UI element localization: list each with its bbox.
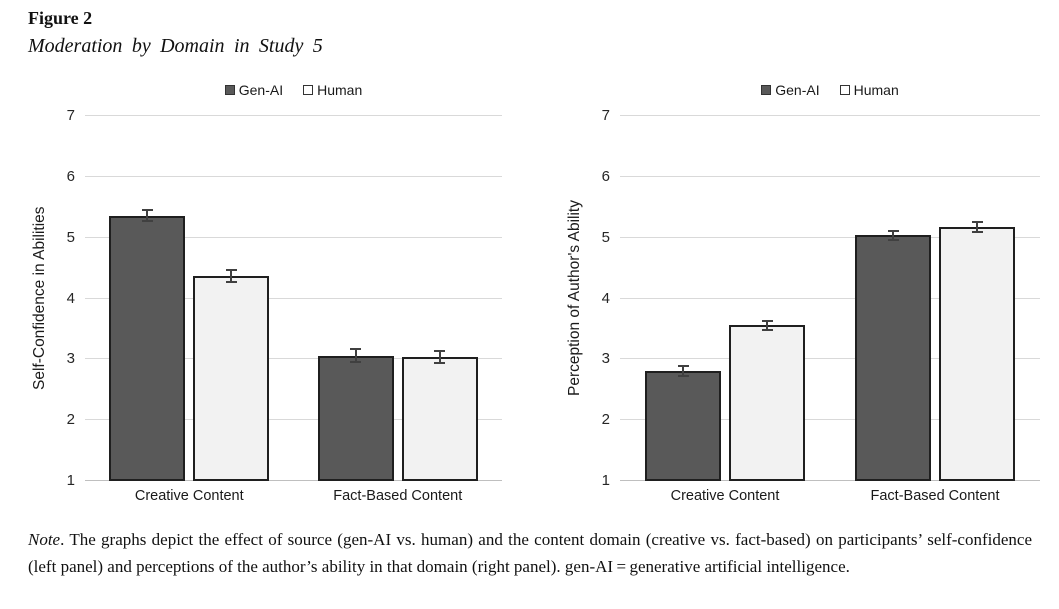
- plot-area: [85, 115, 502, 481]
- error-bar-line: [438, 349, 441, 365]
- error-bar: [225, 269, 237, 283]
- y-tick-label: 6: [66, 167, 75, 185]
- legend-marker-icon: [224, 85, 235, 95]
- error-bar: [971, 220, 983, 233]
- legend-label: Human: [853, 82, 899, 98]
- gridline: [85, 297, 502, 299]
- error-bar: [350, 348, 362, 363]
- y-tick-label: 2: [66, 411, 75, 429]
- x-axis-line: [620, 480, 1040, 481]
- legend-marker-icon: [839, 85, 850, 95]
- gridline: [620, 175, 1040, 177]
- y-tick-label: 4: [66, 289, 75, 307]
- y-tick-label: 3: [66, 350, 75, 368]
- y-axis-ticks: 1 2 3 4 5 6 7: [28, 108, 85, 488]
- note-label: Note: [28, 530, 61, 549]
- y-tick-label: 3: [601, 350, 610, 368]
- chart-author-ability: Gen-AI Human Perception of Author's Abilit…: [565, 78, 1050, 518]
- gridline: [85, 419, 502, 421]
- plot-area: [620, 115, 1040, 481]
- y-tick-label: 1: [66, 472, 75, 489]
- chart-self-confidence: Gen-AI Human Self-Confidence in Abilities 1…: [28, 78, 508, 518]
- x-category-label: Fact-Based Content: [870, 488, 1000, 504]
- y-tick-label: 5: [601, 228, 610, 246]
- y-tick-label: 5: [66, 228, 75, 246]
- error-bar: [677, 364, 689, 377]
- figure-note: Note. The graphs depict the effect of so…: [28, 526, 1032, 580]
- legend-label: Gen-AI: [775, 82, 820, 98]
- error-bar-cap: [141, 220, 153, 223]
- y-axis-ticks: 1 2 3 4 5 6 7: [565, 108, 620, 488]
- bar-gen-ai-fact-based-content: [855, 235, 931, 481]
- legend-item-gen-ai: Gen-AI: [224, 82, 284, 98]
- x-category-label: Creative Content: [670, 488, 780, 504]
- legend-item-gen-ai: Gen-AI: [761, 82, 820, 98]
- error-bar-line: [146, 209, 149, 223]
- bar-human-creative-content: [193, 276, 270, 481]
- gridline: [85, 358, 502, 360]
- gridline: [85, 115, 502, 116]
- error-bar-cap: [677, 374, 689, 377]
- error-bar-cap: [225, 269, 237, 272]
- y-tick-label: 7: [66, 107, 75, 124]
- y-tick-label: 2: [601, 411, 610, 429]
- error-bar-cap: [434, 349, 446, 352]
- gridline: [620, 419, 1040, 421]
- y-tick-label: 7: [601, 107, 610, 124]
- gridline: [620, 115, 1040, 116]
- gridline: [85, 236, 502, 238]
- chart-legend: Gen-AI Human: [85, 82, 502, 98]
- error-bar-cap: [225, 280, 237, 283]
- error-bar: [141, 209, 153, 223]
- gridline: [620, 358, 1040, 360]
- bar-gen-ai-creative-content: [645, 370, 721, 481]
- error-bar-line: [682, 364, 684, 377]
- error-bar-line: [976, 220, 978, 233]
- bar-human-fact-based-content: [401, 356, 478, 481]
- chart-legend: Gen-AI Human: [620, 82, 1040, 98]
- x-axis-line: [85, 480, 502, 481]
- error-bar-cap: [887, 238, 899, 241]
- figure-label: Figure 2: [28, 8, 93, 28]
- bar-human-creative-content: [729, 325, 805, 481]
- gridline: [620, 236, 1040, 238]
- gridline: [620, 297, 1040, 299]
- gridline: [85, 175, 502, 177]
- y-tick-label: 1: [601, 472, 610, 489]
- error-bar-cap: [434, 362, 446, 365]
- legend-marker-icon: [303, 85, 314, 95]
- error-bar-cap: [761, 319, 773, 322]
- bar-gen-ai-fact-based-content: [317, 355, 394, 481]
- bar-human-fact-based-content: [939, 226, 1015, 481]
- y-tick-label: 6: [601, 167, 610, 185]
- y-tick-label: 4: [601, 289, 610, 307]
- error-bar-cap: [761, 328, 773, 331]
- x-category-label: Creative Content: [134, 488, 244, 504]
- error-bar-line: [766, 319, 768, 331]
- error-bar-line: [354, 348, 357, 363]
- error-bar-line: [230, 269, 233, 283]
- figure-title: Moderation by Domain in Study 5: [28, 34, 323, 57]
- note-text: . The graphs depict the effect of source…: [28, 530, 1032, 577]
- legend-item-human: Human: [303, 82, 362, 98]
- error-bar-cap: [971, 220, 983, 223]
- bar-gen-ai-creative-content: [109, 215, 186, 481]
- error-bar-cap: [350, 360, 362, 363]
- error-bar-cap: [350, 348, 362, 351]
- error-bar-cap: [141, 209, 153, 212]
- legend-marker-icon: [761, 85, 772, 95]
- error-bar-line: [892, 229, 894, 241]
- legend-label: Human: [317, 82, 363, 98]
- error-bar-cap: [971, 230, 983, 233]
- figure-header: Figure 2 Moderation by Domain in Study 5: [28, 8, 323, 59]
- error-bar: [761, 319, 773, 331]
- error-bar-cap: [887, 229, 899, 232]
- legend-item-human: Human: [839, 82, 899, 98]
- error-bar-cap: [677, 364, 689, 367]
- error-bar: [434, 349, 446, 365]
- legend-label: Gen-AI: [238, 82, 284, 98]
- error-bar: [887, 229, 899, 241]
- x-category-label: Fact-Based Content: [333, 488, 463, 504]
